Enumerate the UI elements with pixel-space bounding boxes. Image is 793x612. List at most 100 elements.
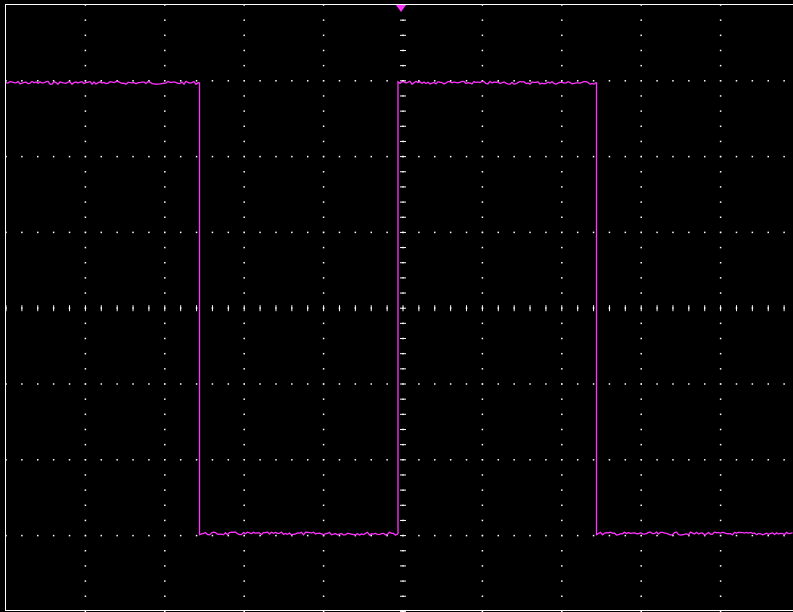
graticule-dot <box>576 155 579 158</box>
graticule-dot <box>561 413 563 416</box>
graticule-dot <box>561 383 563 385</box>
graticule-dot <box>561 534 563 537</box>
graticule-dot <box>640 171 642 173</box>
graticule-dot <box>243 595 245 597</box>
graticule-dot <box>719 277 722 279</box>
graticule-dot <box>84 519 87 522</box>
graticule-dot <box>164 186 166 188</box>
graticule-dot <box>672 459 674 461</box>
graticule-dot <box>291 534 293 537</box>
graticule-dot <box>561 595 563 597</box>
graticule-dot <box>116 459 118 461</box>
graticule-dot <box>386 155 388 158</box>
graticule-dot <box>164 368 166 370</box>
graticule-dot <box>561 489 563 491</box>
graticule-dot <box>243 565 245 567</box>
graticule-dot <box>672 383 674 385</box>
graticule-dot <box>719 125 722 128</box>
graticule-dot <box>561 292 563 294</box>
graticule-dot <box>640 95 642 97</box>
graticule-dot <box>719 398 722 400</box>
graticule-dot <box>243 580 245 582</box>
graticule-dot <box>84 352 87 355</box>
graticule-dot <box>719 261 722 264</box>
graticule-dot <box>481 216 484 218</box>
graticule-dot <box>291 80 293 82</box>
graticule-dot <box>561 231 563 234</box>
graticule-dot <box>719 64 722 67</box>
graticule-dot <box>497 383 500 385</box>
graticule-dot <box>767 383 769 385</box>
graticule-dot <box>576 459 579 461</box>
graticule-dot <box>243 368 245 370</box>
graticule-dot <box>386 231 388 234</box>
graticule-dot <box>751 383 754 385</box>
graticule-dot <box>164 155 166 158</box>
graticule-dot <box>211 534 214 537</box>
graticule-dot <box>719 474 722 476</box>
graticule-dot <box>767 534 769 537</box>
graticule-dot <box>608 155 611 158</box>
graticule-dot <box>306 534 309 537</box>
graticule-dot <box>719 95 722 97</box>
graticule-dot <box>322 95 325 97</box>
graticule-dot <box>243 474 245 476</box>
graticule-dot <box>291 459 293 461</box>
graticule-dot <box>561 49 563 52</box>
graticule-dot <box>370 155 372 158</box>
graticule-dot <box>735 80 738 82</box>
graticule-dot <box>608 459 611 461</box>
graticule-dot <box>243 110 245 112</box>
graticule-dot <box>719 337 722 340</box>
graticule-dot <box>164 519 166 522</box>
graticule-dot <box>481 565 484 567</box>
graticule-dot <box>84 550 87 552</box>
graticule-dot <box>37 534 39 537</box>
graticule-dot <box>243 95 245 97</box>
graticule-dot <box>322 550 325 552</box>
graticule-dot <box>735 459 738 461</box>
graticule-dot <box>243 49 245 52</box>
graticule-dot <box>338 534 341 537</box>
graticule-dot <box>132 459 134 461</box>
graticule-dot <box>576 80 579 82</box>
graticule-dot <box>640 49 642 52</box>
graticule-dot <box>561 261 563 264</box>
graticule-dot <box>211 155 214 158</box>
graticule-dot <box>164 337 166 340</box>
graticule-dot <box>640 428 642 431</box>
graticule-dot <box>243 534 245 537</box>
graticule-dot <box>68 534 71 537</box>
graticule-dot <box>322 80 325 82</box>
graticule-dot <box>640 383 642 385</box>
graticule-dot <box>322 34 325 37</box>
graticule-dot <box>719 19 722 21</box>
graticule-dot <box>545 383 547 385</box>
graticule-dot <box>243 337 245 340</box>
graticule-dot <box>211 80 214 82</box>
graticule-dot <box>481 443 484 446</box>
graticule-dot <box>688 231 690 234</box>
graticule-dot <box>322 277 325 279</box>
screen-frame <box>5 4 793 611</box>
graticule-dot <box>338 80 341 82</box>
graticule-dot <box>291 231 293 234</box>
graticule-dot <box>640 64 642 67</box>
graticule-dot <box>148 383 150 385</box>
graticule-dot <box>465 155 468 158</box>
graticule-dot <box>322 155 325 158</box>
graticule-dot <box>84 201 87 203</box>
graticule-dot <box>84 337 87 340</box>
graticule-dot <box>243 125 245 128</box>
graticule-dot <box>195 155 198 158</box>
graticule-dot <box>227 459 230 461</box>
graticule-dot <box>259 155 261 158</box>
trigger-position-icon <box>396 5 406 12</box>
graticule-dot <box>481 95 484 97</box>
graticule-dot <box>529 534 531 537</box>
graticule-dot <box>84 110 87 112</box>
graticule-dot <box>322 595 325 597</box>
graticule-dot <box>434 231 436 234</box>
graticule-dot <box>703 155 706 158</box>
